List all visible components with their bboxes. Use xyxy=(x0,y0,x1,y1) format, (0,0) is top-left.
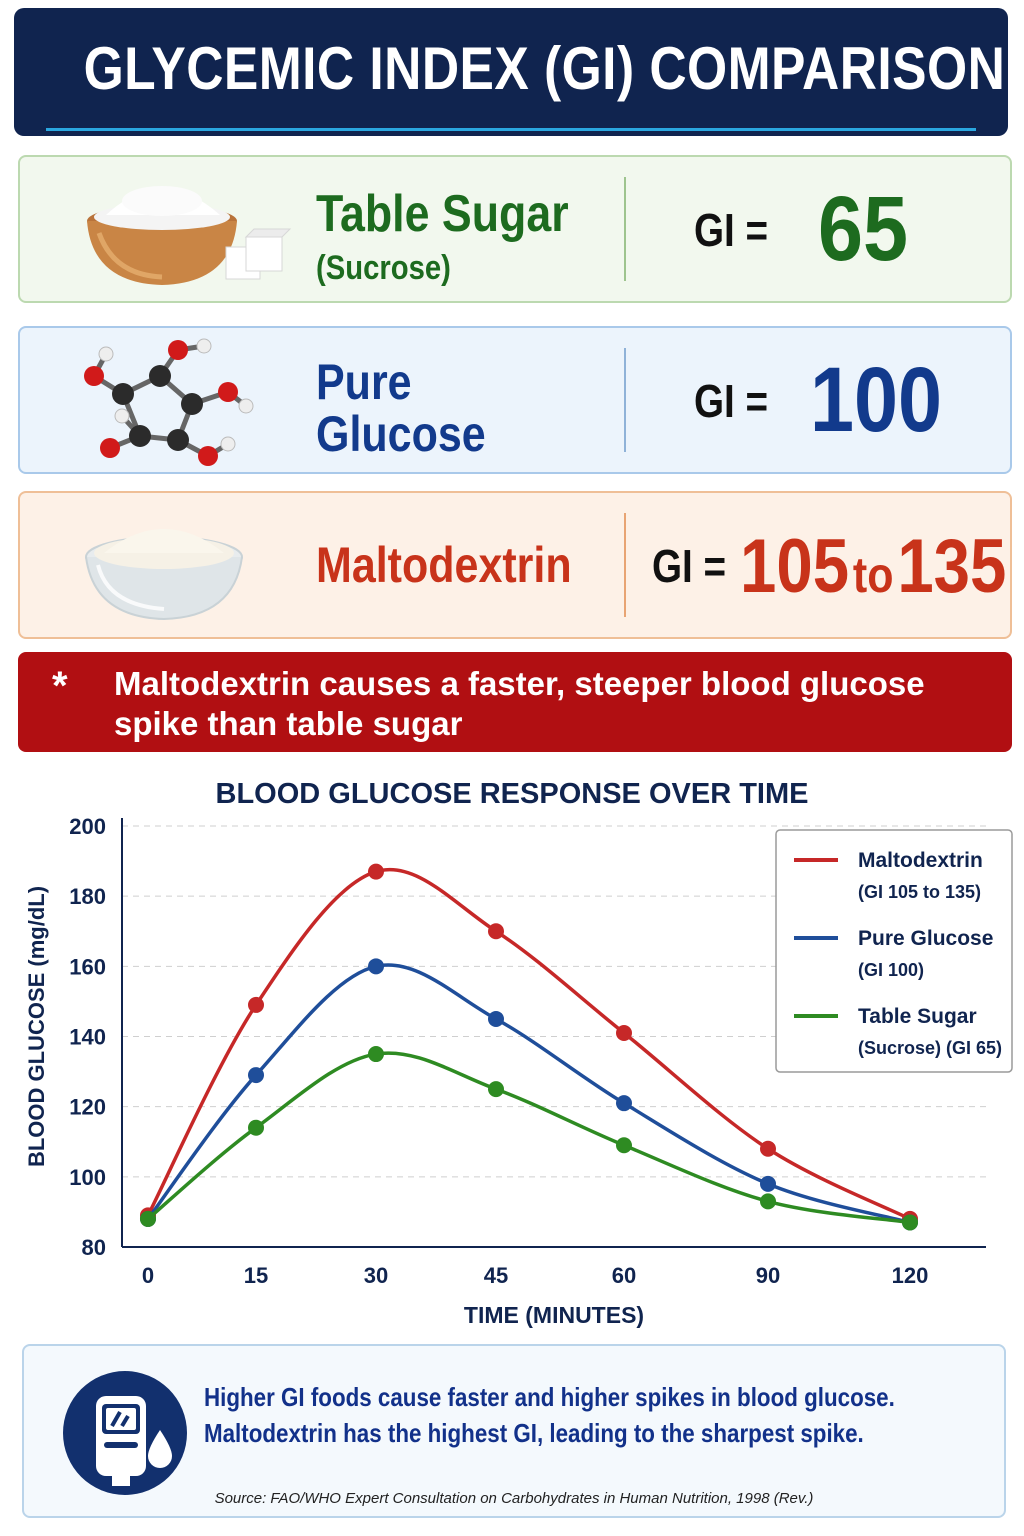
data-point xyxy=(760,1140,776,1157)
gi-value: 65 xyxy=(818,178,909,280)
summary-line-1: Higher GI foods cause faster and higher … xyxy=(204,1382,895,1412)
legend-label: Maltodextrin xyxy=(858,849,983,872)
callout-text: Maltodextrin causes a faster, steeper bl… xyxy=(114,665,925,742)
data-point xyxy=(760,1193,776,1210)
gi-value-to: to xyxy=(852,547,894,603)
data-point xyxy=(368,958,384,975)
food-name: Table Sugar xyxy=(316,185,569,243)
y-tick-label: 120 xyxy=(69,1095,106,1120)
chart-title: BLOOD GLUCOSE RESPONSE OVER TIME xyxy=(215,778,809,810)
x-axis-label: TIME (MINUTES) xyxy=(464,1302,644,1328)
y-tick-label: 180 xyxy=(69,884,106,909)
data-point xyxy=(488,1010,504,1027)
chart-legend xyxy=(775,829,1013,1073)
gi-value-high: 135 xyxy=(897,524,1007,609)
x-tick-label: 60 xyxy=(612,1263,636,1288)
sugar-bowl-icon xyxy=(87,186,292,285)
x-tick-label: 120 xyxy=(892,1263,929,1288)
card-divider xyxy=(624,177,626,281)
source-citation: Source: FAO/WHO Expert Consultation on C… xyxy=(214,1490,814,1507)
gi-label: GI = xyxy=(694,375,769,427)
data-point xyxy=(616,1024,632,1041)
legend-sublabel: (GI 100) xyxy=(858,960,924,980)
gi-label: GI = xyxy=(694,204,769,256)
food-card-table-sugar: Table Sugar (Sucrose) GI = 65 xyxy=(18,155,1012,303)
data-point xyxy=(140,1210,156,1227)
data-point xyxy=(248,1119,264,1136)
header-rule xyxy=(46,128,976,131)
gi-value: 100 xyxy=(810,349,943,451)
card-divider xyxy=(624,348,626,452)
y-axis-label: BLOOD GLUCOSE (mg/dL) xyxy=(24,886,49,1167)
blood-glucose-line-chart: 80 100 120 140 160 180 200 0 15 30 45 60 90 120 TIME (… xyxy=(24,814,1013,1328)
x-tick-label: 15 xyxy=(244,1263,268,1288)
x-tick-label: 30 xyxy=(364,1263,388,1288)
gi-label: GI = xyxy=(652,540,727,592)
x-tick-label: 45 xyxy=(484,1263,508,1288)
data-point xyxy=(368,1046,384,1063)
header-banner: GLYCEMIC INDEX (GI) COMPARISON xyxy=(14,8,1008,136)
data-point xyxy=(488,1081,504,1098)
summary-line-2: Maltodextrin has the highest GI, leading… xyxy=(204,1418,864,1448)
legend-sublabel: (GI 105 to 135) xyxy=(858,882,981,902)
glucose-molecule-icon xyxy=(84,338,254,466)
data-point xyxy=(902,1214,918,1231)
page-title: GLYCEMIC INDEX (GI) COMPARISON xyxy=(83,35,1006,102)
data-point xyxy=(760,1175,776,1192)
data-point xyxy=(616,1137,632,1154)
food-name: Maltodextrin xyxy=(316,537,572,593)
legend-label: Pure Glucose xyxy=(858,927,993,950)
data-point xyxy=(488,923,504,940)
food-subname: Glucose xyxy=(316,406,486,462)
data-point xyxy=(616,1095,632,1112)
legend-sublabel: (Sucrose) (GI 65) xyxy=(858,1038,1002,1058)
data-point xyxy=(368,863,384,880)
y-tick-label: 80 xyxy=(82,1235,106,1260)
y-tick-label: 100 xyxy=(69,1165,106,1190)
data-point xyxy=(248,996,264,1013)
food-card-pure-glucose: Pure Glucose GI = 100 xyxy=(18,326,1012,474)
food-name: Pure xyxy=(316,354,412,410)
powder-bowl-icon xyxy=(85,529,243,621)
callout-banner: * Maltodextrin causes a faster, steeper … xyxy=(18,652,1012,752)
food-card-maltodextrin: Maltodextrin GI = 105 to 135 xyxy=(18,491,1012,639)
legend-label: Table Sugar xyxy=(858,1005,977,1028)
y-tick-label: 140 xyxy=(69,1025,106,1050)
gi-value: 105 to 135 xyxy=(740,523,1006,610)
gi-value-low: 105 xyxy=(740,524,850,609)
asterisk-icon: * xyxy=(52,664,68,708)
x-tick-label: 90 xyxy=(756,1263,780,1288)
y-tick-label: 200 xyxy=(69,814,106,839)
glucose-meter-icon xyxy=(63,1371,187,1495)
food-subname: (Sucrose) xyxy=(316,249,451,287)
summary-panel: Higher GI foods cause faster and higher … xyxy=(22,1344,1006,1518)
y-tick-label: 160 xyxy=(69,954,106,979)
data-point xyxy=(248,1067,264,1084)
x-tick-label: 0 xyxy=(142,1263,154,1288)
card-divider xyxy=(624,513,626,617)
